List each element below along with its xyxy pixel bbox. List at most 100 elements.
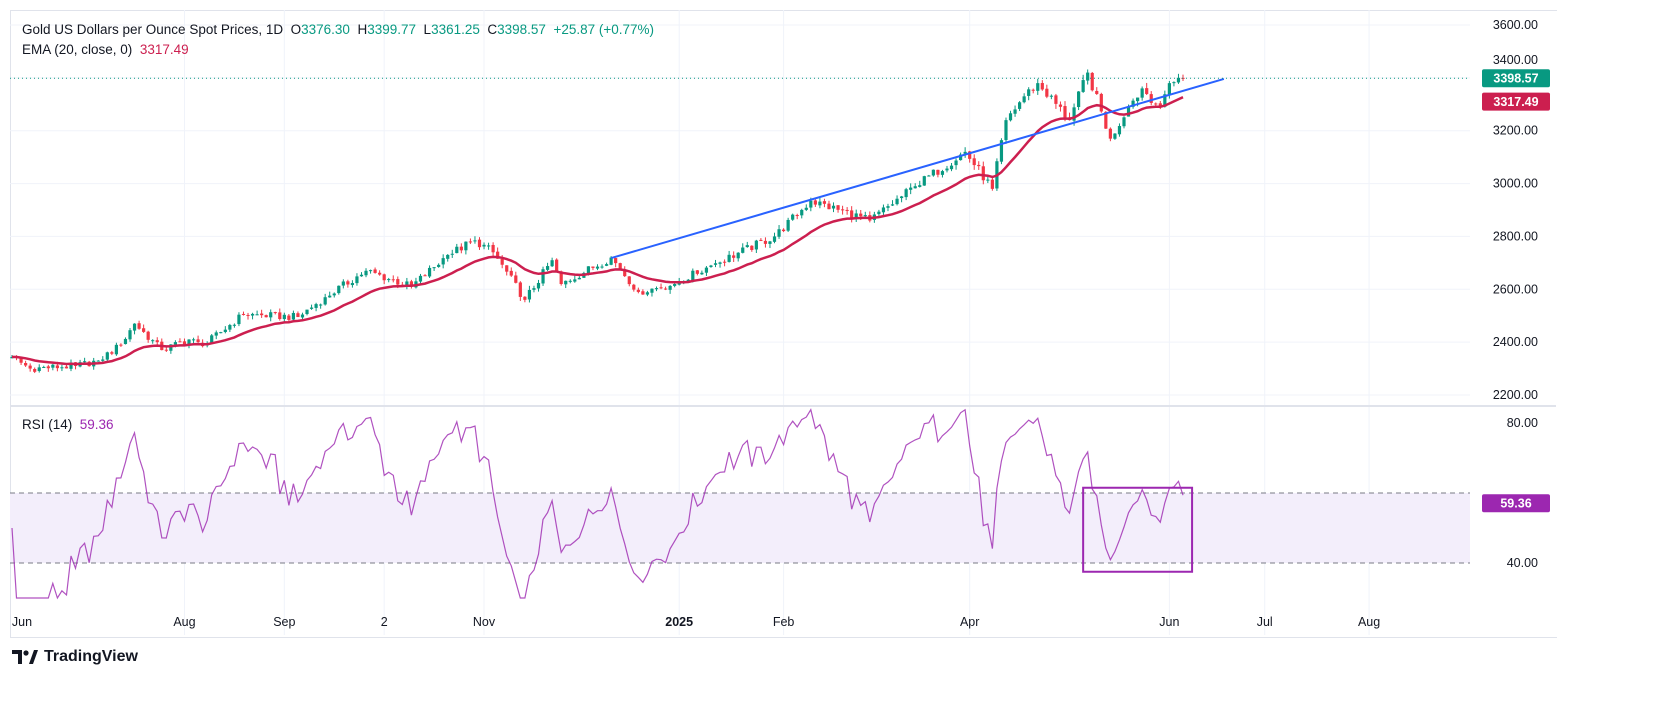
candle bbox=[191, 337, 196, 344]
candle-body bbox=[1054, 95, 1058, 104]
candle bbox=[455, 243, 459, 254]
time-axis-label: Aug bbox=[173, 615, 195, 629]
candle-body bbox=[55, 365, 59, 369]
candle-body bbox=[659, 287, 663, 289]
candle-body bbox=[545, 266, 550, 270]
candle bbox=[768, 240, 772, 249]
candle-body bbox=[1040, 83, 1044, 90]
rsi-band bbox=[10, 493, 1470, 563]
candle-body bbox=[328, 295, 332, 298]
candle bbox=[836, 205, 840, 213]
candle bbox=[899, 195, 904, 203]
candle-body bbox=[636, 289, 640, 292]
candle-body bbox=[881, 207, 886, 213]
candle bbox=[627, 276, 631, 287]
candle-body bbox=[727, 254, 731, 262]
candle-body bbox=[373, 269, 377, 273]
candle-body bbox=[704, 267, 709, 273]
candle bbox=[378, 270, 382, 276]
candle-body bbox=[1113, 133, 1117, 139]
candle bbox=[214, 330, 218, 340]
candle-body bbox=[246, 314, 250, 316]
candle bbox=[704, 266, 709, 276]
time-axis-label: Jul bbox=[1257, 615, 1273, 629]
candle bbox=[1040, 80, 1044, 91]
time-axis-label: 2025 bbox=[665, 615, 693, 629]
tradingview-logo[interactable]: TradingView bbox=[12, 648, 138, 666]
candle-body bbox=[777, 229, 781, 237]
candle bbox=[536, 279, 541, 292]
candle bbox=[895, 195, 899, 206]
candle bbox=[550, 257, 554, 268]
candle bbox=[296, 311, 300, 318]
candle bbox=[409, 279, 414, 289]
candle bbox=[963, 147, 967, 158]
candle-body bbox=[759, 239, 763, 241]
candle bbox=[432, 267, 436, 272]
candle bbox=[264, 314, 268, 318]
candle bbox=[1108, 127, 1112, 142]
candle-body bbox=[60, 367, 64, 369]
rsi-value: 59.36 bbox=[79, 417, 114, 432]
candle-body bbox=[1122, 117, 1126, 127]
candle bbox=[573, 275, 577, 283]
candle-body bbox=[151, 340, 155, 342]
candle bbox=[382, 273, 386, 285]
candle-body bbox=[396, 279, 400, 285]
candle bbox=[1022, 93, 1026, 104]
candle-body bbox=[732, 255, 736, 258]
candle-body bbox=[1086, 72, 1090, 81]
candle-body bbox=[214, 332, 218, 336]
candle-body bbox=[532, 288, 536, 290]
candle bbox=[477, 237, 482, 250]
candle-body bbox=[663, 288, 668, 290]
candle bbox=[69, 359, 73, 372]
candle-body bbox=[341, 281, 345, 286]
candle bbox=[909, 183, 913, 195]
candle bbox=[223, 326, 227, 334]
candle-body bbox=[296, 313, 300, 318]
candle bbox=[632, 283, 636, 292]
candle-body bbox=[981, 166, 985, 181]
candle-body bbox=[405, 281, 409, 286]
candle-body bbox=[541, 269, 545, 284]
candle-body bbox=[355, 276, 359, 284]
candle bbox=[46, 364, 50, 372]
candle-body bbox=[1108, 128, 1112, 139]
candle bbox=[981, 161, 985, 185]
candle-body bbox=[305, 309, 309, 315]
candle-body bbox=[595, 266, 600, 269]
candle bbox=[818, 197, 822, 209]
candle-body bbox=[931, 169, 935, 176]
candle bbox=[1036, 78, 1040, 95]
candle bbox=[505, 265, 509, 276]
candle-body bbox=[1131, 100, 1135, 107]
candle-body bbox=[899, 196, 904, 199]
candle-body bbox=[1077, 91, 1081, 108]
rsi-value-tag: 59.36 bbox=[1500, 497, 1531, 511]
candle-body bbox=[51, 364, 55, 368]
candle-body bbox=[250, 313, 255, 316]
candle-body bbox=[804, 207, 808, 210]
time-axis-label: Jun bbox=[12, 615, 32, 629]
candle bbox=[732, 251, 736, 262]
candle bbox=[101, 356, 105, 363]
candle bbox=[745, 241, 749, 248]
candle-body bbox=[1022, 96, 1026, 103]
candle bbox=[164, 347, 168, 352]
candle bbox=[527, 285, 532, 303]
candle-body bbox=[800, 209, 804, 216]
candle bbox=[831, 202, 836, 213]
candle bbox=[128, 327, 132, 342]
candle-body bbox=[482, 244, 486, 247]
candle-body bbox=[904, 189, 908, 198]
candle bbox=[695, 270, 699, 276]
last-price-tag: 3398.57 bbox=[1493, 72, 1538, 86]
candle-body bbox=[863, 215, 867, 217]
candle bbox=[668, 285, 672, 294]
candle-body bbox=[364, 270, 368, 276]
candle bbox=[33, 367, 37, 374]
candle-body bbox=[368, 270, 373, 272]
candle bbox=[418, 273, 423, 285]
